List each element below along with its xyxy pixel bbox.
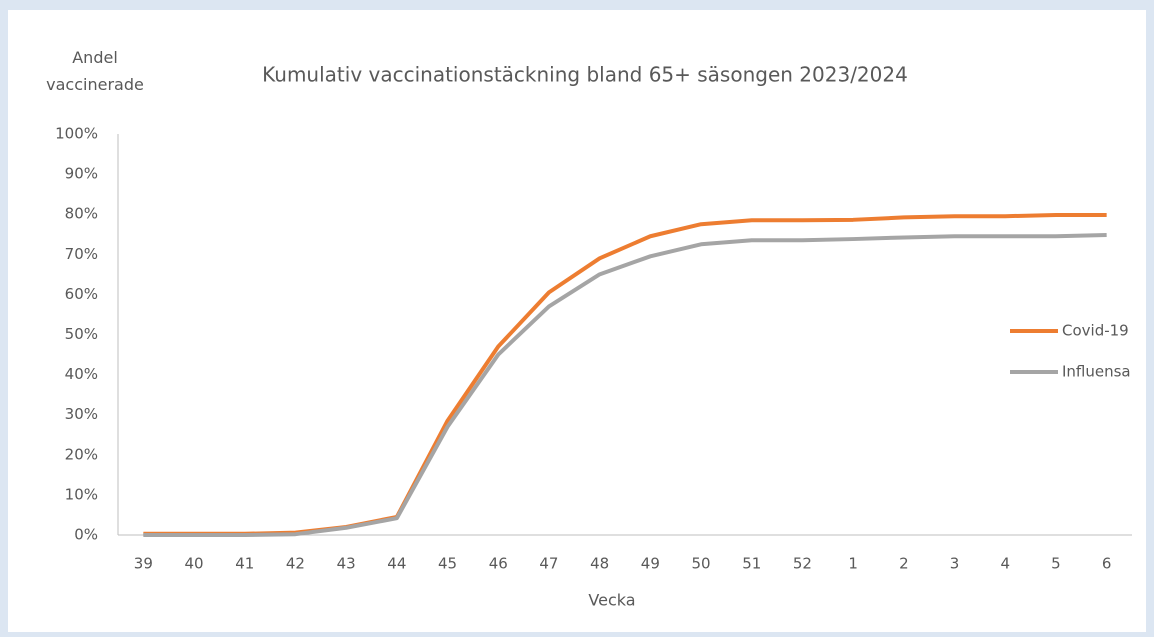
- x-tick-label: 39: [134, 555, 153, 573]
- x-tick-label: 4: [1000, 555, 1010, 573]
- y-tick-label: 80%: [65, 205, 98, 223]
- x-tick-label: 43: [337, 555, 356, 573]
- chart-title: Kumulativ vaccinationstäckning bland 65+…: [262, 63, 908, 87]
- chart-panel: [8, 10, 1146, 632]
- y-tick-label: 100%: [55, 125, 98, 143]
- y-tick-label: 40%: [65, 365, 98, 383]
- x-tick-label: 3: [950, 555, 960, 573]
- x-axis-label: Vecka: [588, 591, 635, 610]
- x-tick-label: 41: [235, 555, 254, 573]
- x-tick-label: 5: [1051, 555, 1061, 573]
- y-tick-label: 90%: [65, 165, 98, 183]
- x-tick-label: 6: [1102, 555, 1112, 573]
- y-tick-label: 10%: [65, 485, 98, 503]
- x-tick-label: 42: [286, 555, 305, 573]
- y-tick-label: 0%: [74, 526, 98, 544]
- x-tick-label: 2: [899, 555, 909, 573]
- y-axis-label: Andel vaccinerade: [46, 48, 144, 94]
- x-tick-label: 51: [742, 555, 761, 573]
- x-tick-label: 40: [185, 555, 204, 573]
- y-tick-label: 70%: [65, 245, 98, 263]
- y-tick-label: 20%: [65, 445, 98, 463]
- x-tick-label: 45: [438, 555, 457, 573]
- legend-label: Influensa: [1062, 363, 1131, 381]
- x-tick-label: 47: [539, 555, 558, 573]
- x-tick-label: 52: [793, 555, 812, 573]
- legend-label: Covid-19: [1062, 322, 1129, 340]
- y-tick-label: 30%: [65, 405, 98, 423]
- x-tick-label: 44: [387, 555, 406, 573]
- series-line: [143, 233, 1107, 537]
- x-tick-label: 50: [692, 555, 711, 573]
- y-tick-label: 60%: [65, 285, 98, 303]
- x-tick-label: 46: [489, 555, 508, 573]
- y-tick-label: 50%: [65, 325, 98, 343]
- x-tick-label: 48: [590, 555, 609, 573]
- x-tick-label: 1: [848, 555, 858, 573]
- x-tick-label: 49: [641, 555, 660, 573]
